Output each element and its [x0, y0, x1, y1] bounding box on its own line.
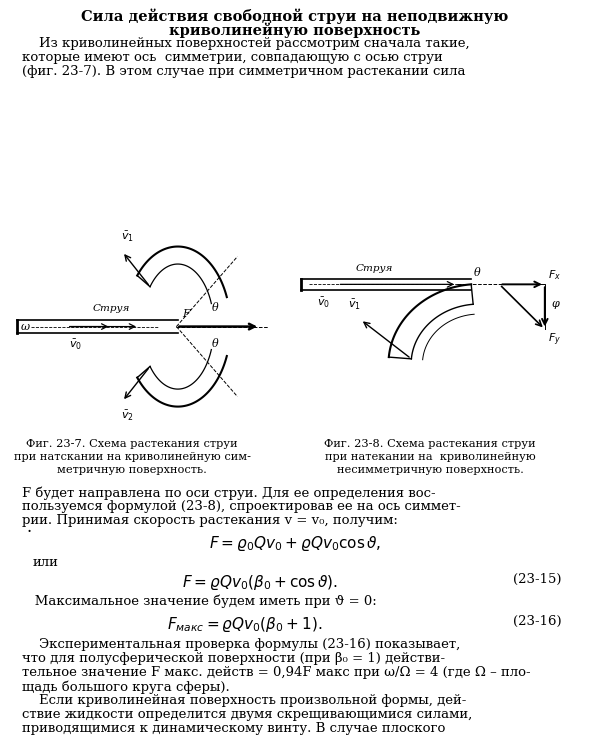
- Text: что для полусферической поверхности (при β₀ = 1) действи-: что для полусферической поверхности (при…: [22, 652, 445, 665]
- Text: $F = \varrho_0 Qv_0 + \varrho Qv_0\cos\vartheta,$: $F = \varrho_0 Qv_0 + \varrho Qv_0\cos\v…: [209, 534, 381, 553]
- Text: $\bar{v}_1$: $\bar{v}_1$: [122, 230, 135, 244]
- Text: рии. Принимая скорость растекания v = v₀, получим:: рии. Принимая скорость растекания v = v₀…: [22, 514, 398, 527]
- Text: несимметричную поверхность.: несимметричную поверхность.: [336, 465, 523, 475]
- Text: которые имеют ось  симметрии, совпадающую с осью струи: которые имеют ось симметрии, совпадающую…: [22, 51, 442, 64]
- Text: Если криволинейная поверхность произвольной формы, дей-: Если криволинейная поверхность произволь…: [22, 694, 466, 707]
- Text: или: или: [33, 556, 59, 569]
- Text: Максимальное значение будем иметь при ϑ = 0:: Максимальное значение будем иметь при ϑ …: [22, 595, 377, 609]
- Text: (23-15): (23-15): [513, 573, 562, 586]
- Text: тельное значение F макс. действ = 0,94F макс при ω/Ω = 4 (где Ω – пло-: тельное значение F макс. действ = 0,94F …: [22, 666, 530, 679]
- Text: $F = \varrho Qv_0(\beta_0 + \cos\vartheta).$: $F = \varrho Qv_0(\beta_0 + \cos\varthet…: [182, 573, 338, 592]
- Text: криволинейную поверхность: криволинейную поверхность: [169, 22, 421, 38]
- Text: Экспериментальная проверка формулы (23-16) показывает,: Экспериментальная проверка формулы (23-1…: [22, 638, 460, 651]
- Text: Фиг. 23-8. Схема растекания струи: Фиг. 23-8. Схема растекания струи: [324, 439, 536, 449]
- Text: $\bar{v}_0$: $\bar{v}_0$: [68, 338, 82, 352]
- Text: Сила действия свободной струи на неподвижную: Сила действия свободной струи на неподви…: [81, 8, 509, 24]
- Text: приводящимися к динамическому винту. В случае плоского: приводящимися к динамическому винту. В с…: [22, 722, 445, 735]
- Text: пользуемся формулой (23-8), спроектировав ее на ось симмет-: пользуемся формулой (23-8), спроектирова…: [22, 500, 461, 513]
- Text: (фиг. 23-7). В этом случае при симметричном растекании сила: (фиг. 23-7). В этом случае при симметрич…: [22, 65, 466, 78]
- Text: θ: θ: [212, 303, 219, 313]
- Text: θ: θ: [473, 268, 480, 278]
- Text: Из криволинейных поверхностей рассмотрим сначала такие,: Из криволинейных поверхностей рассмотрим…: [22, 37, 470, 50]
- Text: (23-16): (23-16): [513, 615, 562, 628]
- Text: F будет направлена по оси струи. Для ее определения вос-: F будет направлена по оси струи. Для ее …: [22, 486, 435, 500]
- Text: при натекании на  криволинейную: при натекании на криволинейную: [324, 452, 535, 462]
- Text: метричную поверхность.: метричную поверхность.: [57, 465, 207, 475]
- Text: $F_x$: $F_x$: [548, 268, 560, 282]
- Text: φ: φ: [552, 300, 560, 309]
- Text: ·: ·: [27, 524, 32, 541]
- Text: при натскании на криволинейную сим-: при натскании на криволинейную сим-: [14, 452, 251, 462]
- Text: $F_y$: $F_y$: [548, 332, 560, 348]
- Text: $\bar{v}_1$: $\bar{v}_1$: [348, 298, 361, 312]
- Text: Струя: Струя: [93, 304, 130, 313]
- Text: $\bar{v}_0$: $\bar{v}_0$: [317, 296, 330, 310]
- Text: Струя: Струя: [356, 264, 393, 273]
- Text: ствие жидкости определится двумя скрещивающимися силами,: ствие жидкости определится двумя скрещив…: [22, 708, 472, 721]
- Text: $\bar{v}_2$: $\bar{v}_2$: [122, 409, 135, 423]
- Text: щадь большого круга сферы).: щадь большого круга сферы).: [22, 680, 230, 694]
- Text: ω: ω: [21, 322, 30, 331]
- Text: θ: θ: [212, 339, 219, 349]
- Text: $F_{\mathit{макс}} = \varrho Qv_0(\beta_0 + 1).$: $F_{\mathit{макс}} = \varrho Qv_0(\beta_…: [168, 615, 323, 634]
- Text: F: F: [182, 309, 190, 319]
- Text: Фиг. 23-7. Схема растекания струи: Фиг. 23-7. Схема растекания струи: [26, 439, 238, 449]
